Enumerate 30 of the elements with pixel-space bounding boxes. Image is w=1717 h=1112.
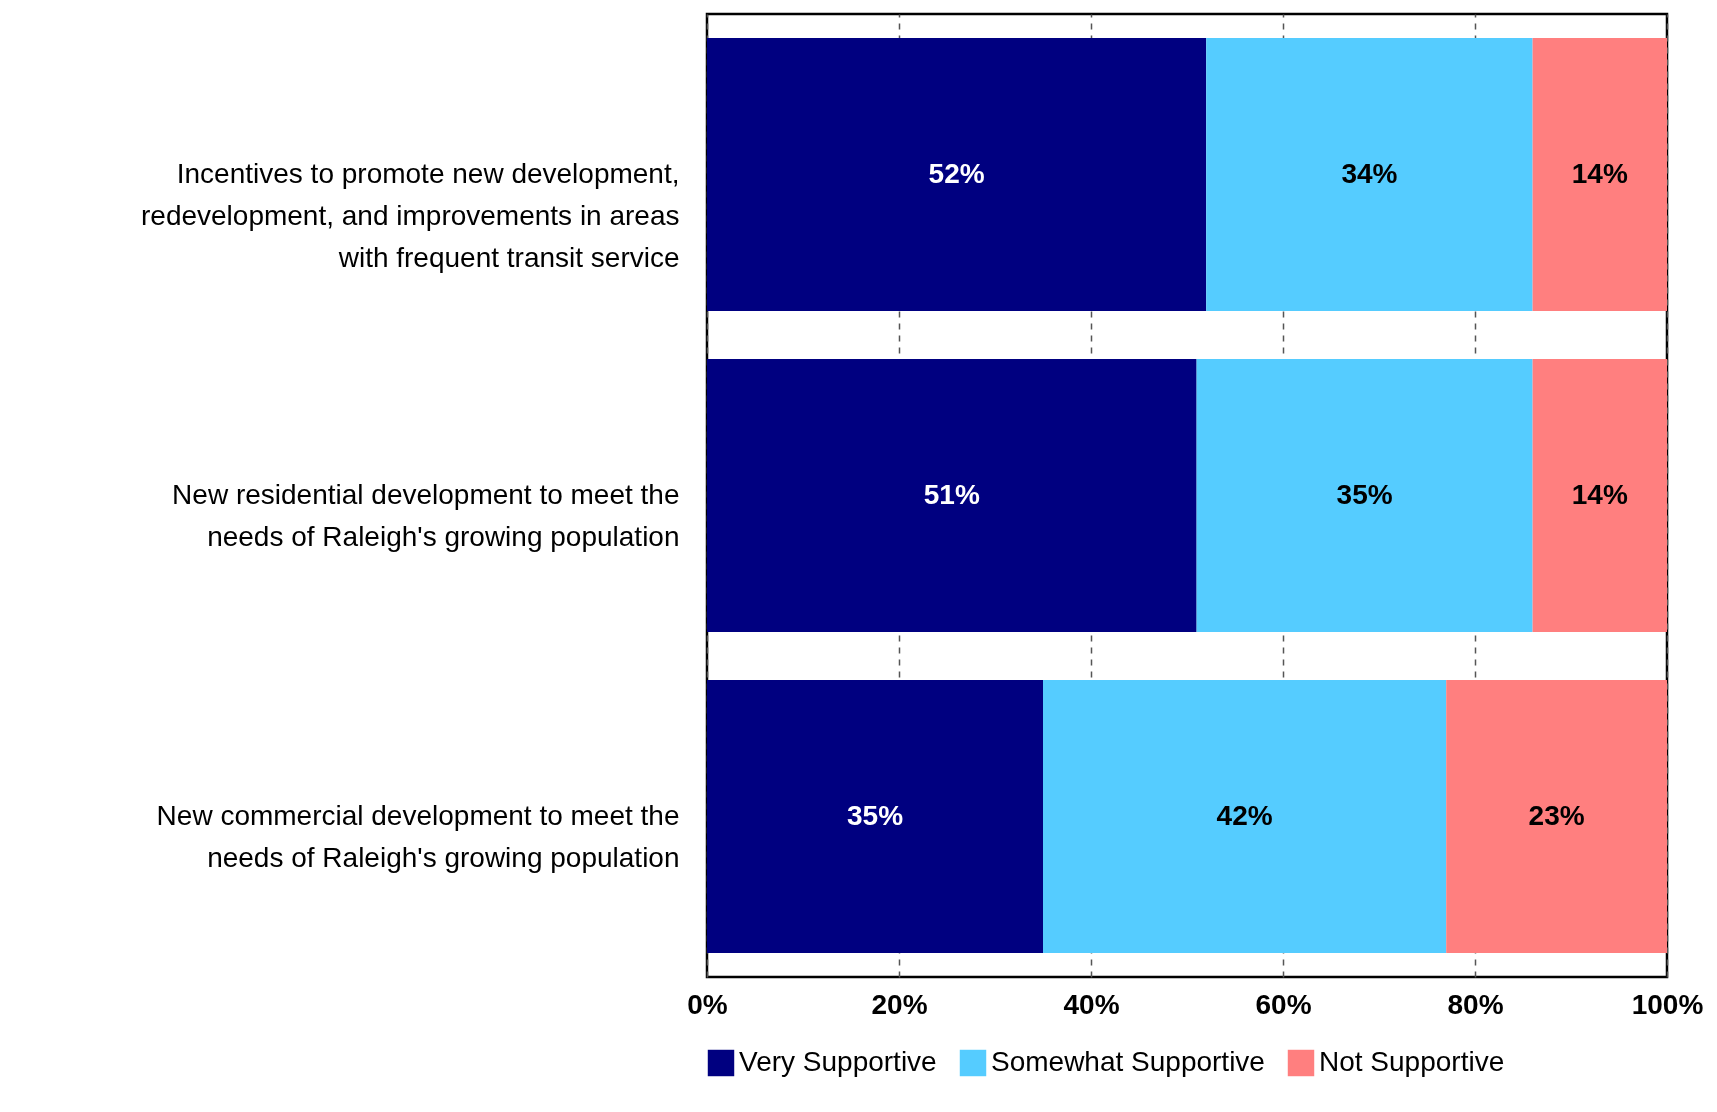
bar xyxy=(1532,359,1667,632)
data-label: 35% xyxy=(1336,478,1393,510)
x-tick-label: 60% xyxy=(1255,988,1312,1020)
bar xyxy=(707,38,1207,311)
bar xyxy=(707,359,1197,632)
y-tick-label: Incentives to promote new development, redevelopment, and improvements in areas with frequent transit service xyxy=(140,157,680,273)
bar xyxy=(707,680,1043,953)
bar xyxy=(1196,359,1533,632)
y-tick-label: New residential development to meet the needs of Raleigh's growing population xyxy=(172,478,680,552)
data-label: 14% xyxy=(1571,157,1628,189)
bar xyxy=(1043,680,1447,953)
legend-label: Somewhat Supportive xyxy=(991,1046,1265,1077)
bar xyxy=(1532,38,1667,311)
data-label: 42% xyxy=(1216,799,1273,831)
legend-label: Very Supportive xyxy=(739,1046,937,1077)
data-label: 34% xyxy=(1341,157,1398,189)
x-tick-label: 20% xyxy=(871,988,928,1020)
data-label: 14% xyxy=(1571,478,1628,510)
x-tick-label: 100% xyxy=(1631,988,1704,1020)
data-label: 35% xyxy=(846,799,904,831)
data-label: 52% xyxy=(928,157,985,189)
data-label: 51% xyxy=(923,478,980,510)
x-tick-label: 40% xyxy=(1063,988,1120,1020)
legend-label: Not Supportive xyxy=(1319,1046,1505,1077)
data-label: 23% xyxy=(1528,799,1585,831)
y-tick-label: New commercial development to meet the needs of Raleigh's growing population xyxy=(156,799,680,873)
bar xyxy=(1206,38,1533,311)
bar xyxy=(1446,680,1667,953)
x-tick-label: 0% xyxy=(687,988,728,1020)
x-tick-label: 80% xyxy=(1447,988,1504,1020)
